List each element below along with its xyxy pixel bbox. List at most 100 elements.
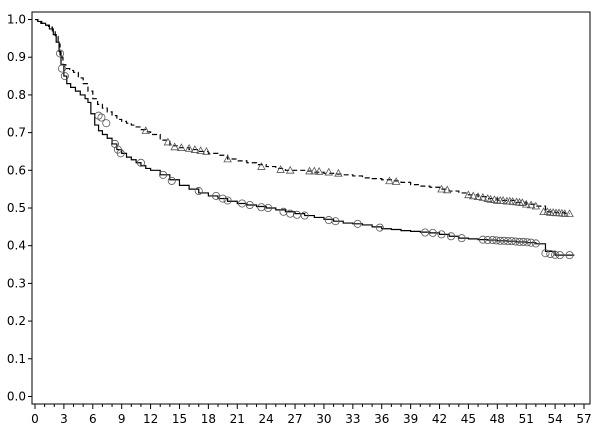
series-layer — [35, 18, 575, 256]
censor-triangle-marker — [170, 142, 179, 151]
x-axis: 0 3 6 9 12 15 18 21 24 27 30 33 36 39 42 45 48 51 54 57 — [31, 404, 592, 426]
censor-circle-marker — [194, 187, 203, 196]
censor-triangle-marker — [391, 177, 401, 185]
y-tick-label: 0.5 — [7, 201, 26, 215]
censor-circle-marker — [353, 219, 362, 228]
censor-triangle-marker — [498, 196, 508, 204]
series-solid-line — [35, 18, 575, 256]
plot-area-frame — [31, 11, 591, 405]
censor-triangle-marker — [464, 190, 473, 199]
censor-triangle-marker — [305, 166, 314, 175]
censor-triangle-marker — [486, 194, 495, 203]
x-tick-label: 57 — [576, 412, 591, 426]
censor-circle-marker — [503, 237, 512, 246]
censor-triangle-marker — [310, 166, 319, 175]
y-tick-label: 0.7 — [7, 126, 26, 140]
y-tick-label: 0.4 — [7, 239, 26, 253]
censor-circle-marker — [375, 223, 384, 232]
censor-triangle-marker — [285, 165, 295, 174]
y-tick-label: 0.8 — [7, 88, 26, 102]
x-tick-label: 15 — [172, 412, 187, 426]
censor-circle-marker — [136, 158, 145, 167]
x-tick-label: 24 — [259, 412, 274, 426]
censor-triangle-marker — [141, 126, 151, 135]
censor-triangle-marker — [478, 193, 488, 201]
censor-triangle-marker — [442, 185, 452, 194]
censor-triangle-marker — [385, 176, 394, 185]
y-tick-label: 1.0 — [7, 13, 26, 27]
censor-circle-marker — [531, 239, 540, 248]
censor-circle-marker — [511, 237, 520, 246]
censor-circle-marker — [421, 228, 430, 237]
x-tick-label: 33 — [345, 412, 360, 426]
censor-circle-marker — [483, 236, 492, 245]
censor-triangle-marker — [314, 167, 324, 175]
censor-circle-marker — [523, 238, 532, 247]
censor-circle-marker — [541, 249, 550, 258]
x-tick-label: 0 — [31, 412, 39, 426]
x-tick-label: 12 — [143, 412, 158, 426]
censor-circle-marker — [223, 196, 232, 205]
y-tick-label: 0.1 — [7, 352, 26, 366]
censor-triangle-marker — [196, 146, 205, 154]
censor-circle-marker — [116, 149, 125, 158]
y-tick-label: 0.6 — [7, 163, 26, 177]
x-tick-label: 3 — [60, 412, 68, 426]
censor-triangle-marker — [276, 165, 285, 173]
censor-marker-layer — [56, 49, 574, 260]
x-tick-label: 39 — [403, 412, 418, 426]
y-tick-label: 0.0 — [7, 389, 26, 403]
censor-circle-marker — [478, 235, 487, 244]
censor-circle-marker — [551, 250, 560, 259]
censor-circle-marker — [331, 217, 340, 226]
censor-circle-marker — [496, 236, 505, 245]
censor-circle-marker — [324, 216, 333, 225]
censor-triangle-marker — [473, 192, 483, 200]
censor-circle-marker — [428, 228, 437, 237]
censor-circle-marker — [60, 72, 69, 81]
censor-circle-marker — [437, 230, 446, 239]
censor-triangle-marker — [223, 154, 232, 163]
censor-circle-marker — [300, 211, 309, 220]
censor-circle-marker — [97, 113, 106, 122]
x-tick-label: 6 — [89, 412, 97, 426]
censor-circle-marker — [238, 199, 247, 208]
censor-triangle-marker — [526, 200, 536, 209]
y-tick-label: 0.3 — [7, 276, 26, 290]
censor-triangle-marker — [184, 144, 194, 152]
censor-circle-marker — [527, 238, 536, 247]
censor-circle-marker — [56, 49, 65, 58]
x-tick-label: 42 — [432, 412, 447, 426]
censor-triangle-marker — [324, 167, 334, 176]
censor-triangle-marker — [437, 184, 446, 193]
censor-circle-marker — [286, 209, 295, 218]
censor-circle-marker — [488, 236, 497, 245]
x-tick-label: 48 — [490, 412, 505, 426]
censor-circle-marker — [212, 191, 221, 200]
censor-triangle-marker — [257, 162, 266, 170]
censor-circle-marker — [500, 236, 509, 245]
censor-triangle-marker — [177, 143, 186, 151]
censor-circle-marker — [515, 237, 524, 246]
censor-triangle-marker — [190, 145, 200, 153]
censor-circle-marker — [292, 210, 301, 219]
censor-circle-marker — [102, 119, 111, 128]
y-tick-label: 0.2 — [7, 314, 26, 328]
censor-circle-marker — [245, 200, 254, 209]
censor-circle-marker — [218, 194, 227, 203]
censor-circle-marker — [57, 64, 66, 73]
x-tick-label: 30 — [316, 412, 331, 426]
censor-triangle-marker — [531, 201, 541, 210]
x-tick-label: 45 — [461, 412, 476, 426]
y-tick-label: 0.9 — [7, 50, 26, 64]
series-dashed-line — [35, 18, 570, 215]
censor-circle-marker — [159, 170, 168, 179]
censor-triangle-marker — [202, 147, 211, 155]
x-tick-label: 54 — [547, 412, 562, 426]
censor-circle-marker — [555, 251, 564, 260]
censor-triangle-marker — [565, 209, 574, 217]
censor-circle-marker — [257, 203, 266, 212]
censor-circle-marker — [519, 237, 528, 246]
